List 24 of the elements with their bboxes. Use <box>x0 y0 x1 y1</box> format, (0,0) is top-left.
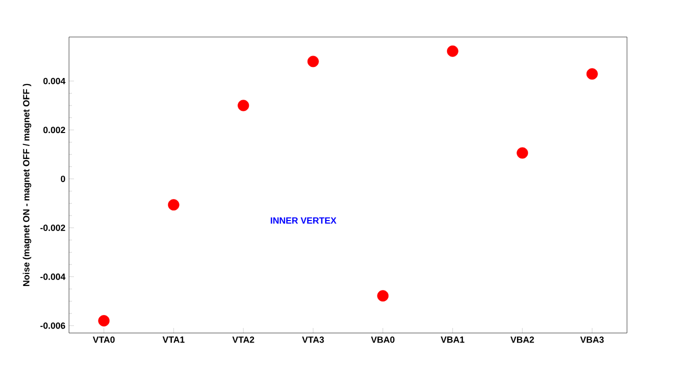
point <box>586 68 598 80</box>
point <box>446 45 458 57</box>
y-tick-label: -0.002 <box>40 224 66 231</box>
x-tick-label: VBA3 <box>580 336 604 343</box>
x-tick-label: VBA2 <box>510 336 534 343</box>
y-tick-label: -0.004 <box>40 274 66 280</box>
y-tick-label: -0.006 <box>40 322 66 329</box>
x-tick-label: VTA0 <box>92 336 115 343</box>
point <box>377 290 389 302</box>
point <box>98 315 110 326</box>
annotation: INNER VERTEX <box>270 217 336 224</box>
y-axis-title: Noise (magnet ON - magnet OFF / magnet OFF ) <box>22 84 32 286</box>
x-tick-label: VBA0 <box>370 336 394 343</box>
y-tick-label: 0.002 <box>43 126 66 134</box>
point <box>307 56 319 68</box>
y-tick-label: 0 <box>60 176 66 182</box>
x-tick-label: VBA1 <box>440 336 464 343</box>
x-tick-label: VTA1 <box>162 336 184 343</box>
point <box>516 147 528 159</box>
point <box>238 100 250 112</box>
point <box>168 199 180 211</box>
x-tick-label: VTA2 <box>232 336 254 343</box>
y-tick-label: 0.004 <box>43 78 66 84</box>
x-tick-label: VTA3 <box>302 336 324 343</box>
